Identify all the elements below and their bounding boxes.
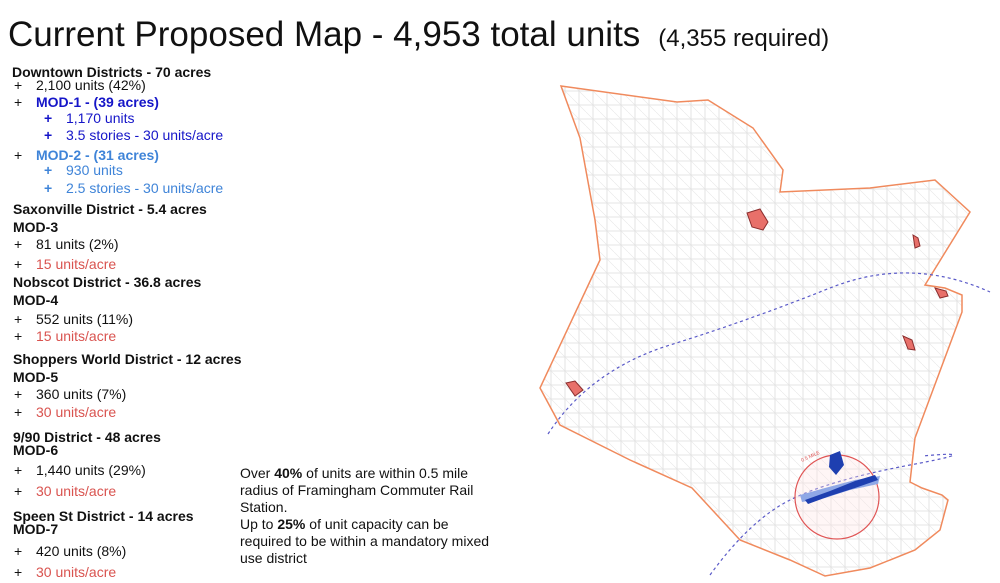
- district-density-item: +30 units/acre: [14, 404, 117, 420]
- mod1-density-item: +3.5 stories - 30 units/acre: [44, 127, 224, 143]
- district-parcel-southeast: [902, 335, 916, 351]
- district-mod-label: MOD-6: [13, 442, 59, 458]
- district-parcel-saxonville: [746, 208, 769, 231]
- district-heading: Shoppers World District - 12 acres: [13, 351, 242, 367]
- mod2-density-item: +2.5 stories - 30 units/acre: [44, 180, 224, 196]
- mod2-units-item: +930 units: [44, 162, 123, 178]
- downtown-heading: Downtown Districts - 70 acres: [12, 64, 212, 80]
- rail-line: [547, 272, 991, 435]
- district-heading: Speen St District - 14 acres: [13, 508, 194, 524]
- district-parcel-east-2: [934, 287, 949, 299]
- note-paragraph-mixed-use: Up to 25% of unit capacity can be requir…: [240, 516, 490, 566]
- district-density-item: +30 units/acre: [14, 564, 117, 580]
- district-mod-label: MOD-7: [13, 521, 59, 537]
- mod1-heading: + MOD-1 - (39 acres): [14, 94, 159, 110]
- district-parcel-west: [565, 380, 584, 397]
- title-main: Current Proposed Map - 4,953 total units: [8, 15, 641, 54]
- downtown-units-item: +2,100 units (42%): [14, 77, 146, 93]
- title-subtitle: (4,355 required): [658, 25, 830, 52]
- district-units-item: +81 units (2%): [14, 236, 119, 252]
- district-units-item: +420 units (8%): [14, 543, 127, 559]
- district-mod-label: MOD-5: [13, 369, 59, 385]
- mod2-heading: + MOD-2 - (31 acres): [14, 147, 159, 163]
- town-boundary: [539, 85, 971, 577]
- mod1-units-item: +1,170 units: [44, 110, 135, 126]
- district-density-item: +30 units/acre: [14, 483, 117, 499]
- district-units-item: +1,440 units (29%): [14, 462, 146, 478]
- rail-line-south: [709, 453, 954, 576]
- district-parcel-east: [912, 234, 921, 249]
- district-density-item: +15 units/acre: [14, 328, 117, 344]
- page-title: Current Proposed Map - 4,953 total units…: [8, 14, 829, 60]
- district-mod-label: MOD-3: [13, 219, 59, 235]
- transit-note: Over 40% of units are within 0.5 mile ra…: [240, 465, 500, 567]
- mod1-district: [805, 475, 878, 504]
- district-mod-label: MOD-4: [13, 292, 59, 308]
- note-paragraph-rail: Over 40% of units are within 0.5 mile ra…: [240, 465, 474, 515]
- mod1-district-north: [829, 451, 844, 475]
- district-heading: Saxonville District - 5.4 acres: [13, 201, 207, 217]
- district-units-item: +552 units (11%): [14, 311, 134, 327]
- district-density-item: +15 units/acre: [14, 256, 117, 272]
- district-heading: 9/90 District - 48 acres: [13, 429, 161, 445]
- district-heading: Nobscot District - 36.8 acres: [13, 274, 202, 290]
- district-map: 0.5 MILE: [539, 85, 991, 577]
- district-units-item: +360 units (7%): [14, 386, 127, 402]
